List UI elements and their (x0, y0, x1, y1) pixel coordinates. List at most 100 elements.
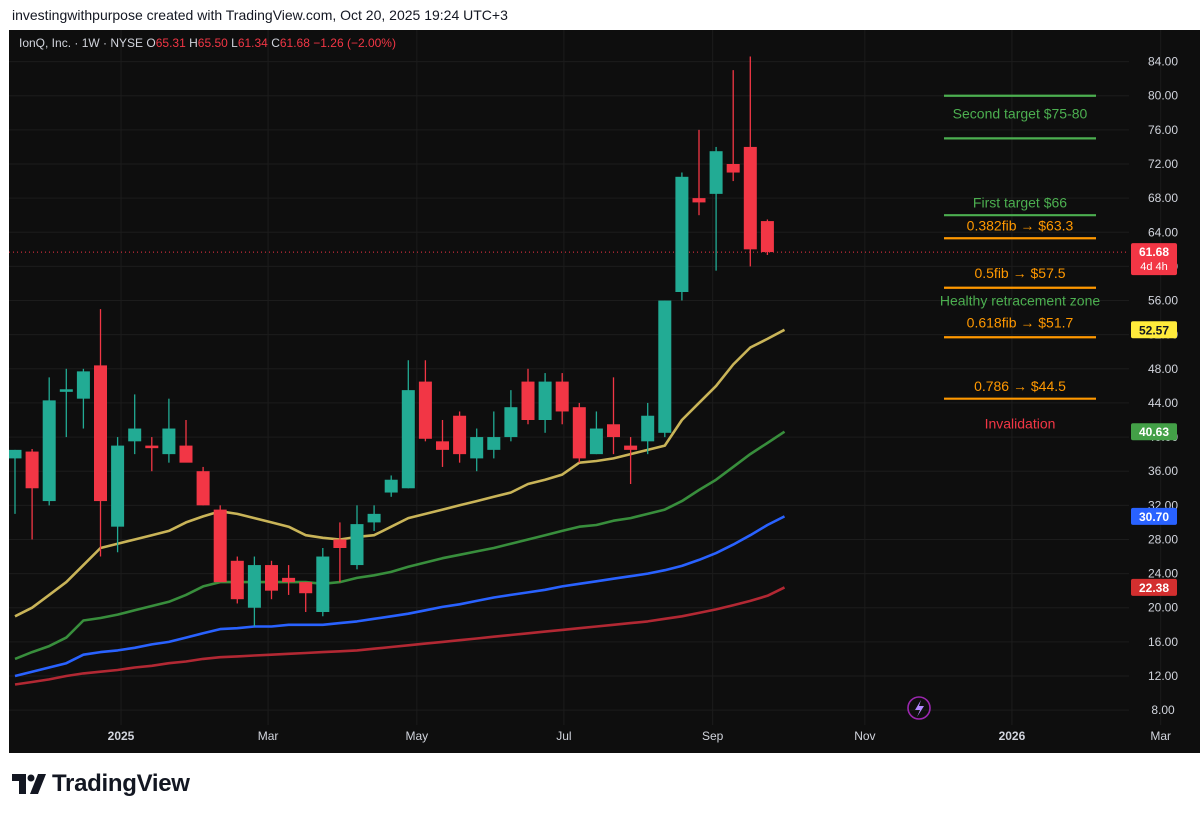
price-label-badge (1131, 423, 1177, 441)
candle-up[interactable] (42, 400, 56, 502)
tradingview-logo[interactable]: TradingView (12, 769, 190, 799)
candle-up[interactable] (367, 513, 381, 523)
candle-up[interactable] (470, 437, 484, 459)
candle-down[interactable] (572, 407, 586, 459)
lightning-bolt-icon (915, 700, 924, 717)
tradingview-logo-icon (12, 774, 46, 794)
y-axis-tick-label: 20.00 (1148, 601, 1178, 615)
candle-down[interactable] (521, 381, 535, 420)
annotation-text: Healthy retracement zone (940, 293, 1101, 309)
candle-up[interactable] (589, 428, 603, 455)
y-axis-tick-label: 68.00 (1148, 191, 1178, 205)
x-axis-label: Mar (258, 729, 279, 743)
candle-down[interactable] (265, 565, 278, 591)
y-axis-tick-label: 84.00 (1148, 55, 1178, 69)
candle-up[interactable] (487, 437, 501, 450)
candle-down[interactable] (333, 539, 347, 548)
candle-down[interactable] (760, 221, 774, 253)
candle-up[interactable] (675, 176, 689, 292)
candle-up[interactable] (709, 151, 723, 194)
chart-panel[interactable]: Second target $75-80 First target $66 0.38… (9, 30, 1200, 753)
price-label-badge (1131, 321, 1177, 339)
price-label-text: 52.57 (1139, 323, 1169, 337)
candle-up[interactable] (538, 381, 552, 420)
candle-up[interactable] (9, 449, 22, 459)
y-axis-tick-label: 28.00 (1148, 532, 1178, 546)
candle-up[interactable] (162, 428, 176, 455)
x-axis-label: 2025 (108, 729, 135, 743)
annotation-text: Invalidation (985, 415, 1056, 431)
y-axis-tick-label: 44.00 (1148, 396, 1178, 410)
header-text: investingwithpurpose created with Tradin… (12, 7, 508, 23)
candle-down[interactable] (25, 451, 39, 489)
candle-down[interactable] (555, 381, 569, 412)
legend-low-value: 61.34 (237, 36, 268, 50)
price-chart[interactable]: Second target $75-80 First target $66 0.38… (9, 30, 1200, 753)
candle-down[interactable] (418, 381, 432, 439)
annotation-text: 0.618fib → $51.7 (967, 315, 1074, 331)
lightning-icon[interactable] (907, 696, 931, 720)
moving-average-green (14, 430, 786, 661)
candle-down[interactable] (453, 415, 467, 455)
moving-average-blue (14, 515, 786, 678)
candle-down[interactable] (196, 471, 210, 506)
price-label-text: 30.70 (1139, 510, 1169, 524)
symbol-legend: IonQ, Inc. · 1W · NYSE O65.31 H65.50 L61… (19, 36, 396, 50)
candle-down[interactable] (179, 445, 193, 463)
legend-close-value: 61.68 (279, 36, 310, 50)
y-axis-tick-label: 36.00 (1148, 464, 1178, 478)
candle-up[interactable] (316, 556, 330, 612)
candle-down[interactable] (692, 198, 706, 203)
candle-up[interactable] (111, 445, 125, 527)
candle-down[interactable] (607, 424, 620, 438)
candle-down[interactable] (94, 365, 107, 502)
price-label-badge (1131, 507, 1177, 525)
candle-down[interactable] (436, 441, 449, 450)
candle-up[interactable] (641, 415, 655, 442)
x-axis-label: Mar (1150, 729, 1171, 743)
legend-symbol: IonQ, Inc. · 1W · NYSE (19, 36, 144, 50)
chart-header: investingwithpurpose created with Tradin… (0, 0, 1200, 30)
candle-up[interactable] (401, 390, 415, 489)
annotation-text: 0.5fib → $57.5 (974, 265, 1065, 281)
price-label-text: 22.38 (1139, 581, 1169, 595)
candle-down[interactable] (299, 582, 313, 594)
candle-down[interactable] (726, 164, 740, 173)
footer: TradingView (0, 753, 1200, 813)
y-axis-tick-label: 8.00 (1151, 703, 1175, 717)
legend-open-value: 65.31 (155, 36, 186, 50)
y-axis-tick-label: 64.00 (1148, 225, 1178, 239)
annotation-text: First target $66 (973, 194, 1067, 210)
price-label-subtext: 4d 4h (1140, 261, 1168, 273)
candle-up[interactable] (128, 428, 142, 442)
annotation-text: 0.382fib → $63.3 (967, 217, 1074, 233)
candle-down[interactable] (743, 146, 757, 250)
candle-up[interactable] (658, 300, 672, 433)
candle-up[interactable] (384, 479, 398, 493)
y-axis-tick-label: 80.00 (1148, 89, 1178, 103)
candle-down[interactable] (624, 445, 638, 450)
candle-up[interactable] (504, 407, 518, 438)
legend-open-label: O (146, 36, 156, 50)
candle-down[interactable] (145, 445, 159, 449)
legend-high-value: 65.50 (197, 36, 228, 50)
candle-up[interactable] (76, 371, 90, 399)
candle-down[interactable] (230, 560, 244, 600)
x-axis-label: Nov (854, 729, 875, 743)
legend-high-label: H (189, 36, 198, 50)
candle-up[interactable] (247, 565, 261, 608)
candle-down[interactable] (282, 577, 296, 583)
legend-low-label: L (231, 36, 238, 50)
legend-change: −1.26 (−2.00%) (313, 36, 396, 50)
candle-up[interactable] (350, 524, 364, 566)
y-axis-tick-label: 48.00 (1148, 362, 1178, 376)
moving-average-yellow (14, 328, 786, 618)
x-axis-label: May (406, 729, 429, 743)
price-label-badge (1131, 243, 1177, 276)
y-axis-tick-label: 72.00 (1148, 157, 1178, 171)
y-axis-tick-label: 12.00 (1148, 669, 1178, 683)
candle-down[interactable] (213, 509, 227, 583)
price-label-text: 61.68 (1139, 245, 1169, 259)
annotation-text: Second target $75-80 (953, 106, 1088, 122)
candle-up[interactable] (59, 389, 73, 392)
